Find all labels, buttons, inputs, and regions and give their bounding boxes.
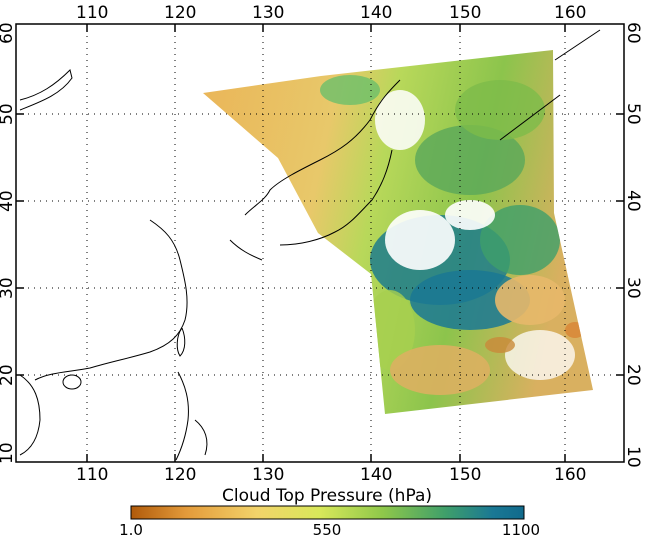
- lat-label-right-30: 30: [623, 277, 643, 299]
- lon-label-bottom-130: 130: [252, 465, 284, 485]
- lat-label-left-40: 40: [0, 190, 17, 212]
- lat-label-left-30: 30: [0, 277, 17, 299]
- colorbar-min-label: 1.0: [119, 521, 143, 539]
- lat-label-right-40: 40: [623, 190, 643, 212]
- lon-label-bottom-110: 110: [76, 465, 108, 485]
- colorbar-title: Cloud Top Pressure (hPa): [222, 486, 432, 506]
- left-latitude-labels: 10 20 30 40 50 60: [0, 22, 17, 464]
- coastlines: [19, 29, 601, 461]
- lat-label-left-50: 50: [0, 103, 17, 125]
- top-longitude-labels: 110 120 130 140 150 160: [76, 3, 586, 23]
- right-latitude-labels: 10 20 30 40 50 60: [623, 22, 643, 468]
- lat-label-left-60: 60: [0, 22, 17, 44]
- colorbar: Cloud Top Pressure (hPa) 1.0 550 1100: [119, 486, 540, 539]
- lon-label-bottom-160: 160: [554, 465, 586, 485]
- lon-label-top-150: 150: [449, 3, 481, 23]
- lat-label-right-60: 60: [623, 22, 643, 44]
- satellite-swath: [203, 50, 593, 414]
- lon-label-top-120: 120: [164, 3, 196, 23]
- bottom-longitude-labels: 110 120 130 140 150 160: [76, 465, 586, 485]
- colorbar-ramp: [130, 505, 525, 520]
- lon-label-bottom-120: 120: [164, 465, 196, 485]
- axis-ticks: [16, 24, 624, 462]
- lon-label-bottom-150: 150: [449, 465, 481, 485]
- lon-label-top-130: 130: [252, 3, 284, 23]
- lon-label-top-140: 140: [360, 3, 392, 23]
- lat-label-right-10: 10: [623, 446, 643, 468]
- lat-label-left-20: 20: [0, 364, 17, 386]
- lat-label-right-20: 20: [623, 364, 643, 386]
- colorbar-max-label: 1100: [502, 521, 540, 539]
- lon-label-top-110: 110: [76, 3, 108, 23]
- lon-label-top-160: 160: [554, 3, 586, 23]
- lon-label-bottom-140: 140: [360, 465, 392, 485]
- colorbar-mid-label: 550: [313, 521, 342, 539]
- lat-label-right-50: 50: [623, 103, 643, 125]
- lat-label-left-10: 10: [0, 442, 17, 464]
